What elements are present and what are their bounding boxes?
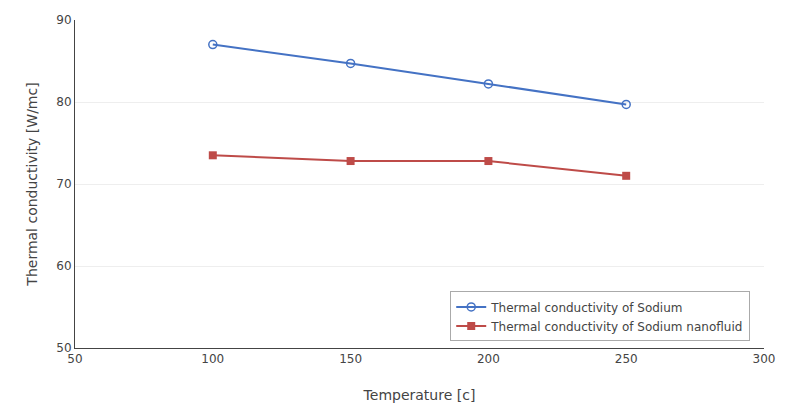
svg-text:80: 80 [56,95,71,109]
svg-text:90: 90 [56,13,71,27]
svg-text:150: 150 [339,352,362,366]
svg-text:200: 200 [477,352,500,366]
svg-text:Temperature [c]: Temperature [c] [363,387,476,403]
svg-text:Thermal conductivity of Sodium: Thermal conductivity of Sodium nanofluid [490,320,742,334]
svg-text:Thermal conductivity [W/mc]: Thermal conductivity [W/mc] [24,82,40,286]
svg-text:Thermal conductivity of Sodium: Thermal conductivity of Sodium [490,301,682,315]
svg-text:100: 100 [201,352,224,366]
svg-text:50: 50 [56,341,71,355]
svg-text:250: 250 [615,352,638,366]
svg-text:70: 70 [56,177,71,191]
svg-text:60: 60 [56,259,71,273]
svg-text:50: 50 [67,352,82,366]
svg-text:300: 300 [753,352,776,366]
